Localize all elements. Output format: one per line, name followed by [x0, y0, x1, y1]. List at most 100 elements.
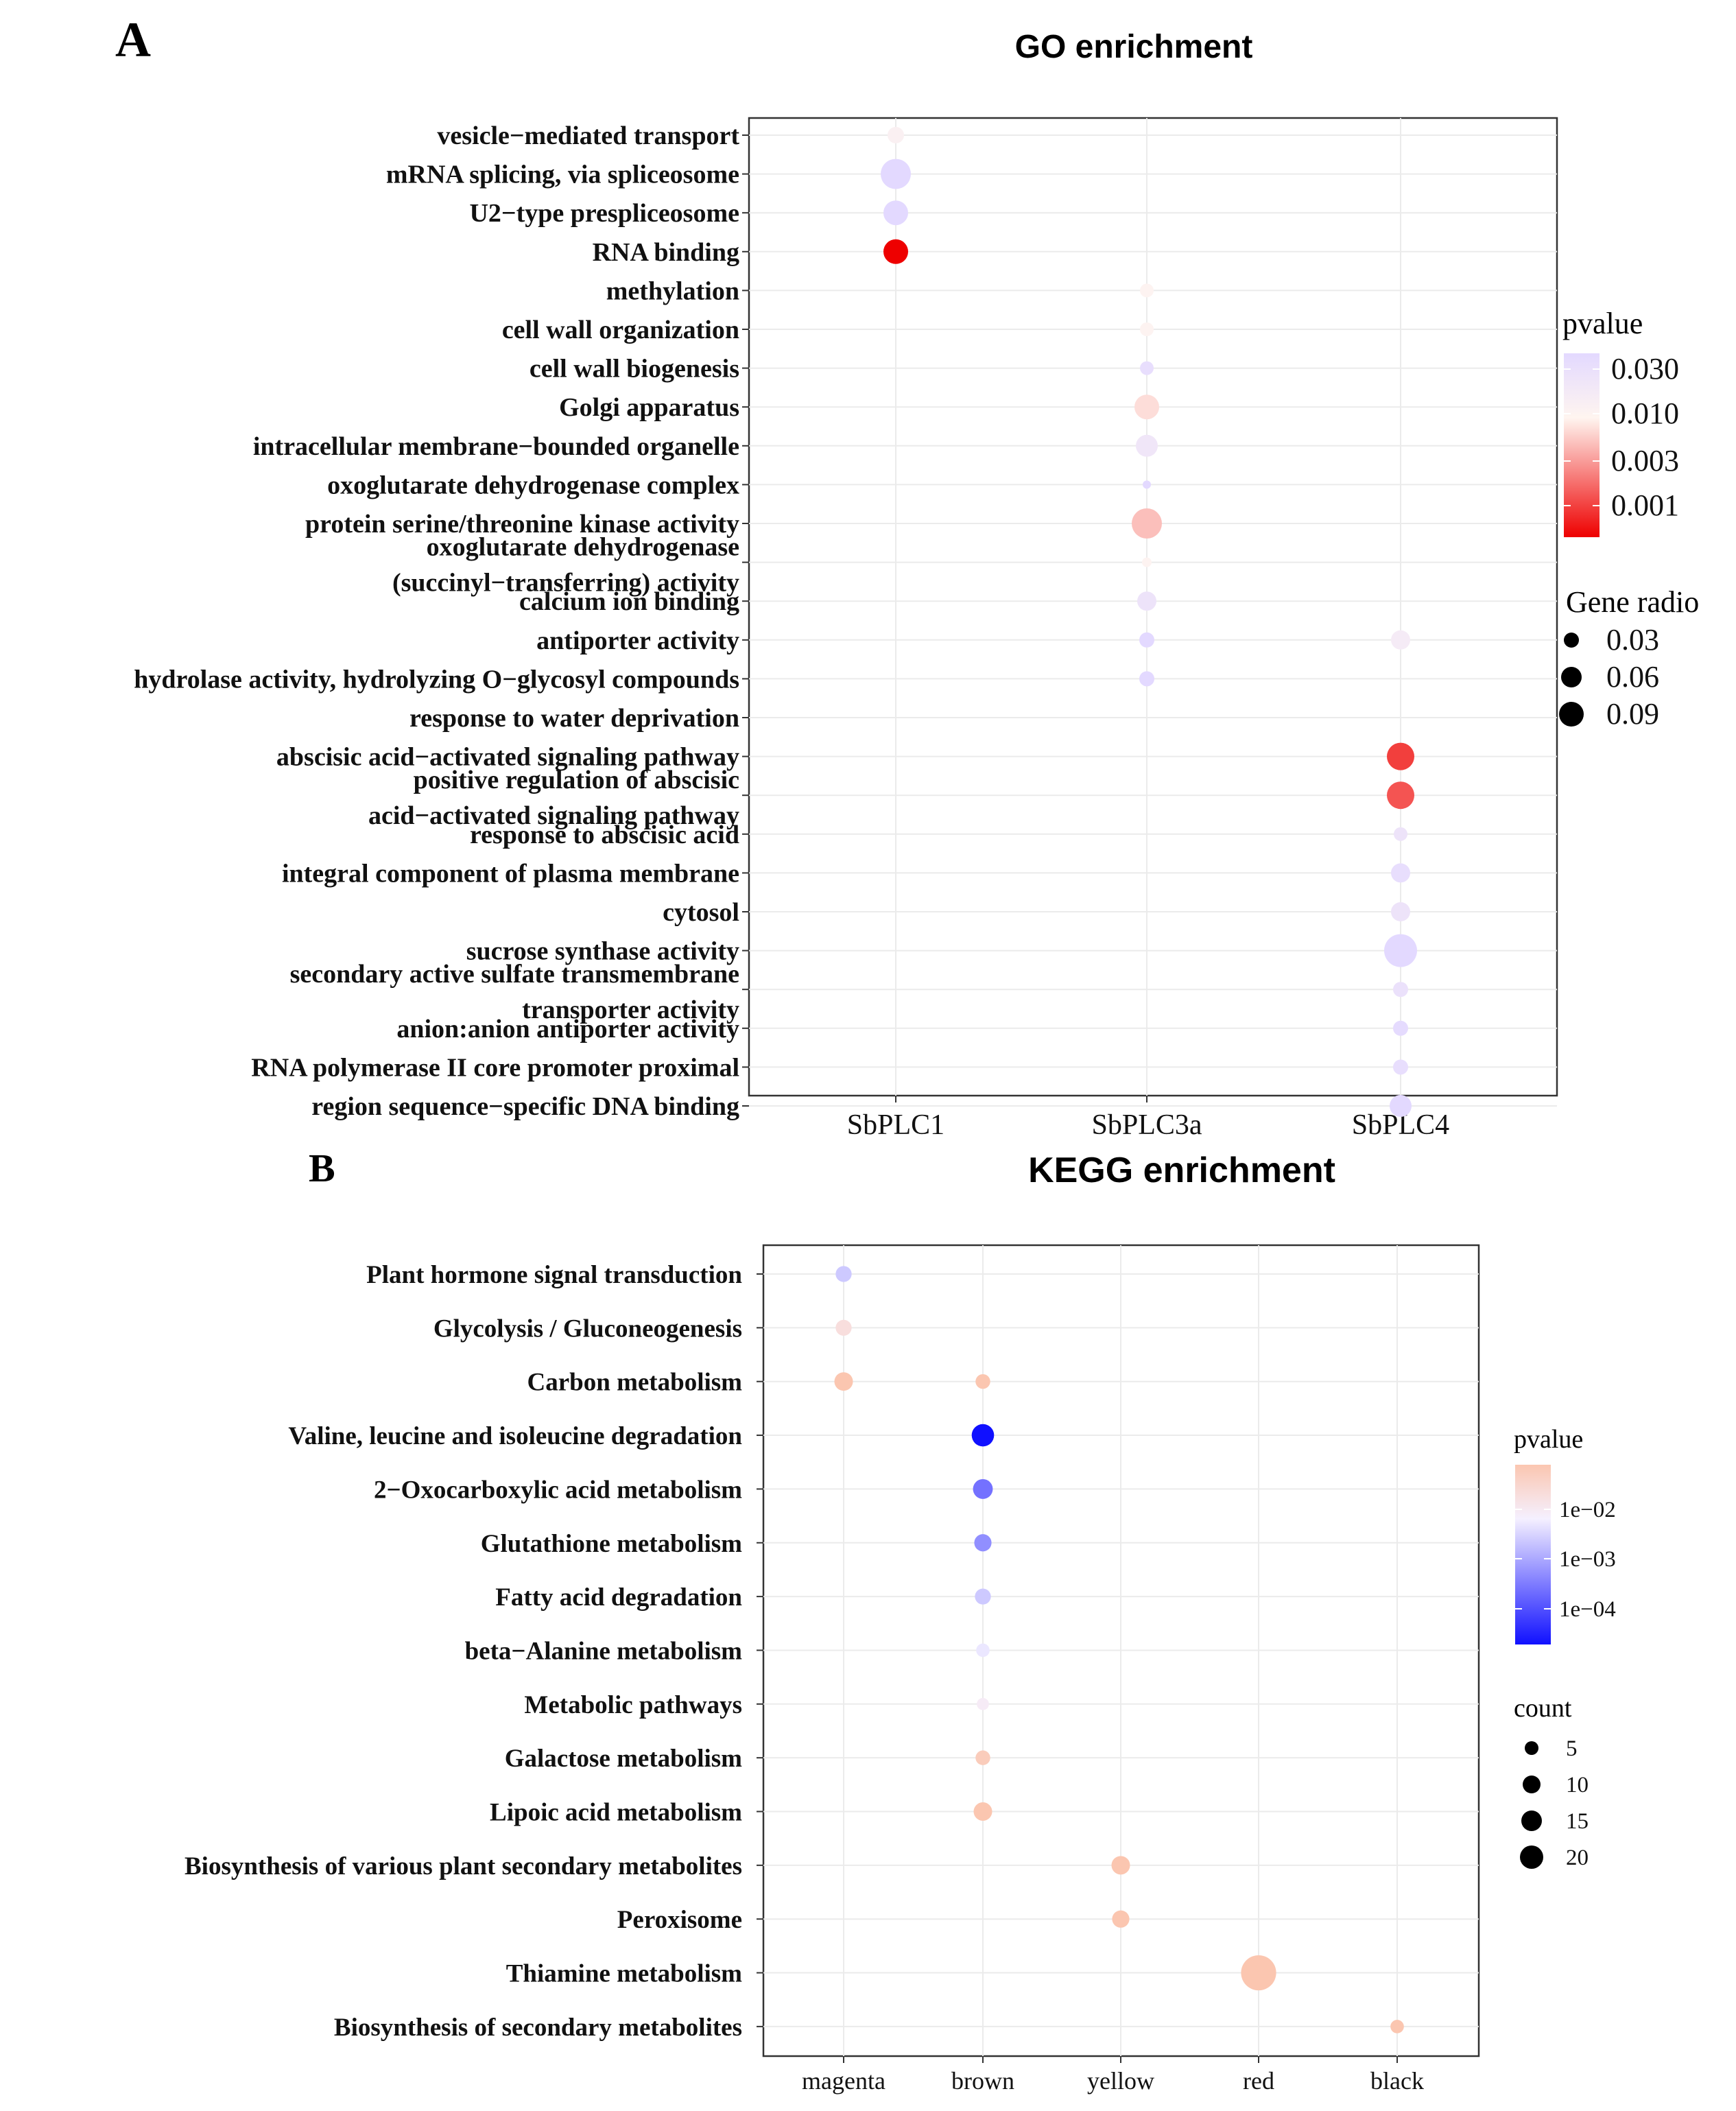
- go-color-tick-label: 0.001: [1611, 488, 1679, 522]
- kegg-legend: pvalue 1e−02 1e−03 1e−04 count 5 10 15 20: [1514, 1425, 1616, 1870]
- go-y-tick-label: positive regulation of abscisic acid−acti…: [368, 766, 739, 830]
- go-color-tick-label: 0.003: [1611, 444, 1679, 477]
- go-y-tick-label: calcium ion binding: [519, 587, 739, 616]
- go-point: [1391, 863, 1410, 883]
- kegg-y-tick-label: beta−Alanine metabolism: [465, 1637, 743, 1665]
- kegg-size-key: [1525, 1741, 1538, 1755]
- panel-letter-a: A: [115, 12, 151, 67]
- kegg-y-tick-label: Glutathione metabolism: [481, 1530, 742, 1558]
- go-y-tick-label-line: acid−activated signaling pathway: [368, 801, 739, 830]
- go-x-tick-labels: SbPLC1 SbPLC3a SbPLC4: [847, 1096, 1449, 1141]
- go-point: [883, 239, 908, 264]
- go-y-tick-label: oxoglutarate dehydrogenase complex: [327, 471, 739, 499]
- go-y-tick-label: RNA binding: [593, 238, 739, 267]
- go-gridlines: [749, 118, 1557, 1107]
- go-y-tick-label: intracellular membrane−bounded organelle: [253, 432, 739, 461]
- kegg-color-ticks: 1e−02 1e−03 1e−04: [1515, 1498, 1616, 1622]
- go-y-tick-label-line: positive regulation of abscisic: [414, 766, 739, 794]
- kegg-point: [835, 1319, 852, 1336]
- go-points: [881, 127, 1417, 1117]
- kegg-point: [1390, 2020, 1404, 2033]
- go-point: [1132, 508, 1162, 539]
- kegg-y-tick-label: Fatty acid degradation: [495, 1583, 742, 1612]
- go-enrichment-chart: GO enrichment vesicle−mediated transport…: [134, 29, 1699, 1141]
- kegg-color-tick-label: 1e−02: [1559, 1498, 1616, 1522]
- go-y-tick-label: U2−type prespliceosome: [469, 199, 739, 228]
- go-point: [883, 200, 908, 226]
- go-x-tick-label: SbPLC3a: [1091, 1109, 1202, 1141]
- kegg-y-tick-label: Galactose metabolism: [505, 1745, 742, 1773]
- go-size-key: [1561, 667, 1582, 687]
- go-point: [1387, 742, 1414, 770]
- go-y-tick-label: antiporter activity: [536, 626, 739, 655]
- go-size-ticks: 0.030.060.09: [1559, 623, 1659, 731]
- go-y-tick-label: secondary active sulfate transmembrane tr…: [290, 960, 739, 1024]
- kegg-y-tick-label: Valine, leucine and isoleucine degradati…: [288, 1422, 742, 1450]
- go-y-tick-label: integral component of plasma membrane: [282, 859, 739, 888]
- go-size-key: [1564, 633, 1579, 648]
- kegg-y-tick-label: Thiamine metabolism: [506, 1960, 742, 1988]
- go-size-tick-label: 0.09: [1606, 697, 1659, 731]
- go-y-tick-label-line: (succinyl−transferring) activity: [392, 569, 739, 598]
- kegg-x-tick-label: black: [1370, 2067, 1424, 2095]
- go-point: [1134, 394, 1159, 420]
- go-color-legend-title: pvalue: [1562, 307, 1643, 340]
- kegg-y-tick-label: Peroxisome: [617, 1906, 742, 1934]
- go-point: [1394, 827, 1407, 841]
- kegg-enrichment-chart: KEGG enrichment Plant hormone signal tra…: [185, 1151, 1616, 2095]
- go-point: [1384, 934, 1417, 967]
- go-point: [1391, 902, 1410, 921]
- kegg-x-tick-label: red: [1243, 2067, 1274, 2095]
- kegg-color-tick-label: 1e−04: [1559, 1597, 1616, 1622]
- go-y-tick-label: Golgi apparatus: [559, 393, 739, 422]
- kegg-color-legend-title: pvalue: [1514, 1425, 1583, 1454]
- kegg-chart-title: KEGG enrichment: [1028, 1151, 1335, 1190]
- go-y-tick-labels: vesicle−mediated transport mRNA splicing,…: [134, 121, 749, 1121]
- kegg-point: [976, 1643, 990, 1658]
- go-size-legend-title: Gene radio: [1566, 585, 1699, 619]
- go-y-tick-label: RNA polymerase II core promoter proximal: [251, 1053, 739, 1082]
- go-x-tick-label: SbPLC1: [847, 1109, 944, 1141]
- go-point: [1393, 1059, 1408, 1075]
- go-y-tick-label: response to water deprivation: [409, 704, 739, 733]
- kegg-point: [1112, 1910, 1130, 1928]
- go-y-tick-label: cell wall biogenesis: [530, 355, 739, 384]
- go-point: [1142, 557, 1152, 567]
- kegg-size-tick-label: 20: [1566, 1845, 1589, 1870]
- kegg-color-tick-label: 1e−03: [1559, 1547, 1616, 1572]
- kegg-size-key: [1520, 1845, 1543, 1869]
- kegg-y-tick-label: Plant hormone signal transduction: [366, 1261, 742, 1289]
- kegg-point: [975, 1588, 991, 1605]
- kegg-y-tick-label: 2−Oxocarboxylic acid metabolism: [374, 1476, 742, 1504]
- kegg-y-tick-label: Biosynthesis of various plant secondary …: [185, 1852, 742, 1880]
- kegg-x-tick-label: brown: [951, 2067, 1014, 2095]
- go-y-tick-label-line: secondary active sulfate transmembrane: [290, 960, 739, 989]
- kegg-x-tick-label: magenta: [802, 2067, 885, 2095]
- go-y-tick-label: mRNA splicing, via spliceosome: [386, 161, 739, 189]
- go-size-tick-label: 0.06: [1606, 660, 1659, 694]
- go-point: [1137, 591, 1156, 611]
- go-point: [1140, 322, 1154, 336]
- go-y-tick-label: response to abscisic acid: [470, 821, 739, 849]
- go-point: [1390, 1095, 1412, 1117]
- kegg-point: [975, 1750, 990, 1765]
- go-y-tick-label: sucrose synthase activity: [466, 937, 739, 966]
- kegg-size-tick-label: 10: [1566, 1773, 1589, 1797]
- go-point: [1393, 982, 1408, 998]
- kegg-color-bar: [1515, 1465, 1551, 1644]
- kegg-point: [977, 1697, 989, 1710]
- go-point: [1393, 1020, 1408, 1036]
- go-chart-title: GO enrichment: [1015, 29, 1253, 65]
- go-color-tick-label: 0.010: [1611, 397, 1679, 430]
- kegg-y-tick-label: Glycolysis / Gluconeogenesis: [433, 1314, 742, 1343]
- go-y-tick-label: hydrolase activity, hydrolyzing O−glycos…: [134, 665, 739, 694]
- go-y-tick-label: region sequence−specific DNA binding: [311, 1092, 739, 1121]
- go-y-tick-label: oxoglutarate dehydrogenase (succinyl−tran…: [392, 533, 739, 598]
- kegg-size-tick-label: 5: [1566, 1736, 1578, 1761]
- kegg-point: [973, 1478, 993, 1499]
- go-point: [1140, 361, 1154, 375]
- kegg-x-tick-labels: magenta brown yellow red black: [802, 2056, 1424, 2095]
- kegg-size-tick-label: 15: [1566, 1809, 1589, 1834]
- go-point: [1140, 283, 1154, 298]
- go-point: [881, 158, 911, 189]
